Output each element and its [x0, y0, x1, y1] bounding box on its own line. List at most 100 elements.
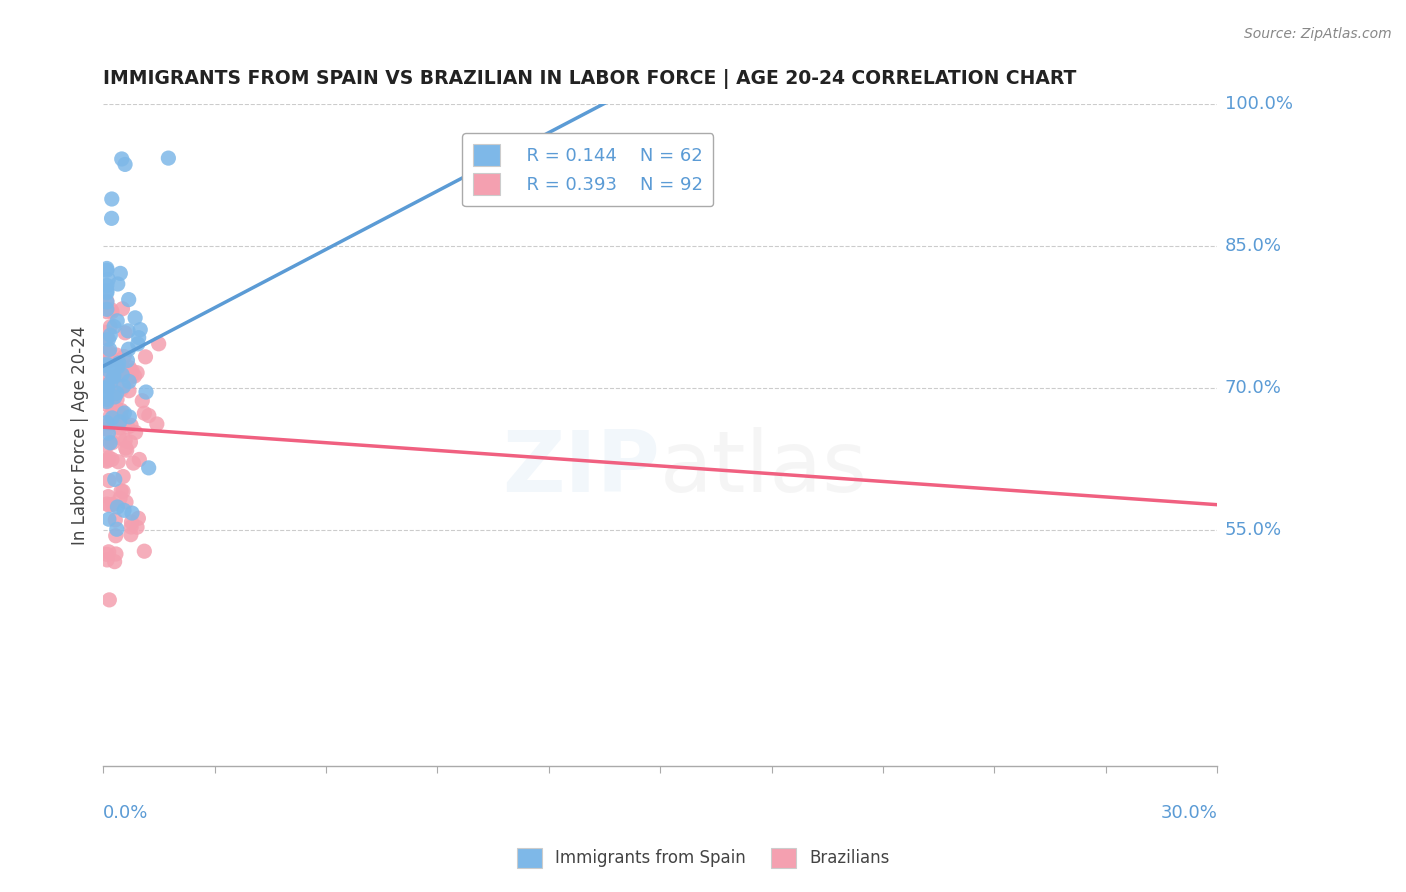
Point: [122, 456, 145, 470]
Point: [96, 416, 118, 430]
Point: [127, 366, 149, 380]
Point: [96, 380, 118, 394]
Text: 70.0%: 70.0%: [1225, 379, 1282, 397]
Point: [103, 402, 125, 417]
Point: [112, 484, 135, 499]
Point: [96, 261, 118, 276]
Point: [104, 555, 127, 569]
Point: [124, 310, 146, 325]
Point: [98, 354, 121, 368]
Point: [120, 520, 142, 534]
Point: [111, 301, 134, 316]
Point: [96, 381, 118, 395]
Point: [104, 472, 127, 486]
Point: [96, 394, 118, 409]
Point: [121, 364, 143, 378]
Point: [107, 500, 129, 514]
Point: [97, 369, 120, 384]
Point: [117, 420, 139, 434]
Point: [117, 324, 139, 338]
Point: [96, 326, 118, 340]
Point: [101, 435, 124, 450]
Point: [100, 302, 122, 317]
Point: [110, 368, 132, 382]
Point: [114, 441, 136, 455]
Point: [105, 386, 128, 401]
Point: [96, 422, 118, 436]
Point: [104, 513, 127, 527]
Point: [118, 293, 141, 307]
Point: [124, 369, 146, 384]
Point: [118, 375, 141, 389]
Point: [115, 443, 138, 458]
Point: [96, 345, 118, 359]
Point: [97, 450, 120, 465]
Point: [105, 314, 128, 328]
Point: [98, 328, 121, 343]
Point: [103, 370, 125, 384]
Point: [114, 326, 136, 340]
Point: [121, 515, 143, 529]
Point: [111, 368, 134, 382]
Point: [100, 211, 122, 226]
Point: [97, 272, 120, 286]
Point: [128, 452, 150, 467]
Point: [111, 411, 134, 425]
Point: [100, 408, 122, 422]
Point: [148, 336, 170, 351]
Point: [96, 397, 118, 411]
Point: [97, 545, 120, 559]
Point: [114, 157, 136, 171]
Point: [98, 319, 121, 334]
Point: [128, 331, 150, 345]
Point: [104, 529, 127, 543]
Point: [129, 323, 152, 337]
Point: [101, 192, 124, 206]
Point: [97, 490, 120, 504]
Text: IMMIGRANTS FROM SPAIN VS BRAZILIAN IN LABOR FORCE | AGE 20-24 CORRELATION CHART: IMMIGRANTS FROM SPAIN VS BRAZILIAN IN LA…: [103, 69, 1077, 88]
Legend:   R = 0.144    N = 62,   R = 0.393    N = 92: R = 0.144 N = 62, R = 0.393 N = 92: [463, 133, 713, 206]
Text: Source: ZipAtlas.com: Source: ZipAtlas.com: [1244, 27, 1392, 41]
Point: [101, 452, 124, 467]
Point: [103, 369, 125, 384]
Point: [120, 435, 142, 450]
Point: [98, 343, 121, 357]
Point: [98, 363, 121, 377]
Point: [105, 522, 128, 536]
Point: [107, 277, 129, 291]
Point: [96, 278, 118, 293]
Point: [96, 547, 118, 561]
Point: [134, 406, 156, 420]
Point: [121, 506, 143, 520]
Point: [110, 266, 132, 280]
Point: [96, 294, 118, 309]
Point: [110, 403, 132, 417]
Point: [97, 512, 120, 526]
Point: [96, 332, 118, 346]
Point: [125, 520, 148, 534]
Point: [96, 357, 118, 371]
Point: [108, 421, 131, 435]
Point: [114, 434, 136, 448]
Point: [103, 319, 125, 334]
Text: atlas: atlas: [661, 427, 869, 510]
Point: [111, 360, 134, 375]
Point: [138, 409, 160, 423]
Point: [127, 511, 149, 525]
Point: [105, 348, 128, 362]
Point: [115, 495, 138, 509]
Point: [98, 498, 121, 512]
Point: [96, 263, 118, 277]
Y-axis label: In Labor Force | Age 20-24: In Labor Force | Age 20-24: [72, 326, 89, 545]
Point: [97, 426, 120, 441]
Point: [108, 431, 131, 445]
Point: [134, 350, 156, 364]
Point: [112, 350, 135, 364]
Point: [108, 407, 131, 421]
Point: [120, 527, 142, 541]
Point: [107, 455, 129, 469]
Point: [101, 304, 124, 318]
Point: [96, 497, 118, 511]
Point: [107, 409, 129, 424]
Point: [96, 553, 118, 567]
